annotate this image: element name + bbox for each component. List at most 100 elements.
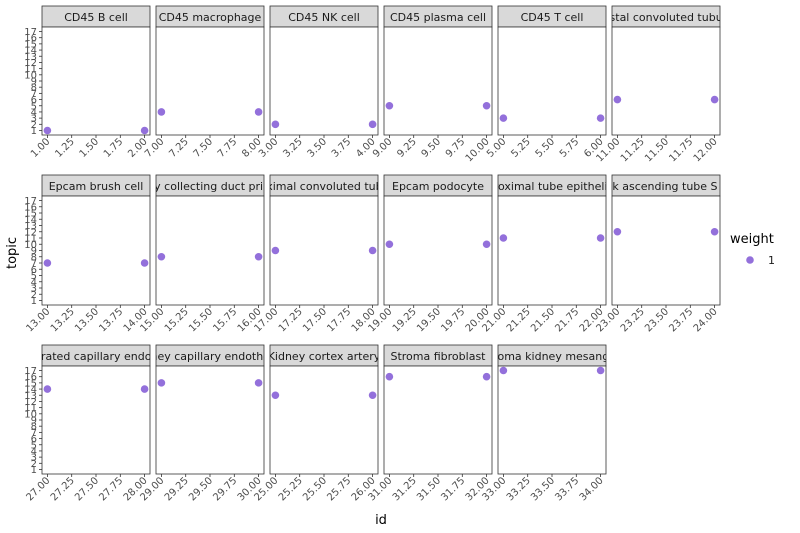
y-tick-label: 10	[24, 240, 37, 251]
x-tick-label: 25.25	[277, 475, 305, 503]
data-point	[482, 101, 491, 110]
x-tick-label: 5.00	[485, 136, 509, 160]
y-tick-label: 1	[31, 465, 37, 476]
data-point	[385, 240, 394, 249]
y-tick-label: 14	[24, 385, 37, 396]
data-point	[499, 366, 508, 375]
data-point	[499, 234, 508, 242]
facet-panel-16: Stroma fibroblast31.0031.2531.5031.7532.…	[366, 344, 493, 503]
x-tick-label: 13.50	[73, 306, 101, 334]
y-axis-title: topic	[5, 237, 20, 269]
y-tick-label: 8	[31, 422, 37, 433]
x-tick-label: 27.25	[49, 475, 77, 503]
y-tick-label: 12	[24, 397, 37, 408]
y-tick-label: 5	[31, 271, 37, 282]
facet-strip-label: CD45 B cell	[64, 11, 128, 24]
panel-area	[155, 26, 265, 136]
x-tick-label: 15.50	[187, 306, 215, 334]
panel-area	[155, 365, 265, 475]
x-tick-label: 15.75	[211, 306, 239, 334]
y-tick-label: 17	[24, 366, 37, 377]
y-tick-label: 6	[31, 434, 37, 445]
x-tick-label: 1.00	[29, 136, 53, 160]
y-tick-label: 11	[24, 403, 37, 414]
y-tick-label: 4	[31, 107, 37, 118]
x-tick-label: 5.50	[534, 136, 558, 160]
y-tick-label: 6	[31, 95, 37, 106]
y-tick-label: 8	[31, 83, 37, 94]
data-point	[271, 120, 280, 129]
y-tick-label: 14	[24, 215, 37, 226]
x-tick-label: 7.50	[192, 136, 216, 160]
x-tick-label: 24.00	[692, 306, 720, 334]
data-point	[140, 126, 149, 135]
facet-strip-label: kidney capillary endothelial	[134, 350, 286, 363]
y-tick-label: 16	[24, 202, 37, 213]
facet-panel-7: Epcam brush cell13.0013.2513.5013.7514.0…	[24, 174, 151, 334]
x-tick-label: 1.50	[78, 136, 102, 160]
data-point	[157, 379, 166, 387]
y-tick-label: 17	[24, 196, 37, 207]
y-tick-label: 10	[24, 70, 37, 81]
y-tick-label: 9	[31, 416, 37, 427]
facet-strip-label: fenestrated capillary endothelial	[7, 350, 186, 363]
facet-strip-label: CD45 NK cell	[288, 11, 360, 24]
data-point	[613, 227, 622, 236]
data-point	[254, 379, 263, 387]
y-tick-label: 8	[31, 252, 37, 263]
data-point	[43, 259, 52, 267]
y-tick-label: 6	[31, 265, 37, 276]
panel-area	[269, 26, 379, 136]
facet-panel-11: proximal tube epithelial21.0021.2521.502…	[480, 174, 607, 334]
facet-strip-label: kidney collecting duct principal	[124, 180, 296, 193]
data-point	[596, 234, 605, 242]
x-tick-label: 21.75	[553, 306, 581, 334]
y-tick-label: 11	[24, 64, 37, 75]
x-tick-label: 5.75	[558, 136, 582, 160]
facet-panel-17: Stroma kidney mesangial33.0033.2533.5033…	[480, 344, 607, 503]
facet-strip-label: Stroma fibroblast	[390, 350, 486, 363]
x-tick-label: 21.50	[529, 306, 557, 334]
panel-area	[497, 26, 607, 136]
x-tick-label: 3.75	[330, 136, 354, 160]
data-point	[385, 101, 394, 110]
facet-panel-12: thick ascending tube S cell23.0023.2523.…	[594, 174, 721, 334]
x-tick-label: 19.50	[415, 306, 443, 334]
panel-area	[269, 365, 379, 475]
x-tick-label: 5.25	[509, 136, 533, 160]
data-point	[482, 240, 491, 249]
data-point	[710, 227, 719, 236]
x-tick-label: 11.25	[619, 136, 647, 164]
x-tick-label: 31.75	[439, 475, 467, 503]
panel-area	[383, 26, 493, 136]
x-tick-label: 13.00	[24, 306, 52, 334]
x-tick-label: 33.25	[505, 475, 533, 503]
data-point	[710, 95, 719, 104]
y-tick-label: 9	[31, 246, 37, 257]
panel-area	[155, 195, 265, 306]
x-tick-label: 34.00	[578, 475, 606, 503]
y-tick-label: 3	[31, 114, 37, 125]
data-point	[596, 366, 605, 375]
x-tick-label: 1.75	[102, 136, 126, 160]
y-tick-label: 1	[31, 126, 37, 137]
data-point	[157, 252, 166, 261]
x-tick-label: 29.75	[211, 475, 239, 503]
panel-area	[41, 195, 151, 306]
x-tick-label: 9.50	[420, 136, 444, 160]
y-tick-label: 14	[24, 46, 37, 57]
panel-area	[41, 365, 151, 475]
y-tick-label: 12	[24, 58, 37, 69]
y-axes: 1234567891011121314151617123456789101112…	[24, 27, 42, 476]
data-point	[368, 391, 377, 400]
data-point	[368, 120, 377, 129]
x-axis-title: id	[375, 513, 387, 528]
y-tick-label: 2	[31, 459, 37, 470]
x-tick-label: 11.50	[643, 136, 671, 164]
